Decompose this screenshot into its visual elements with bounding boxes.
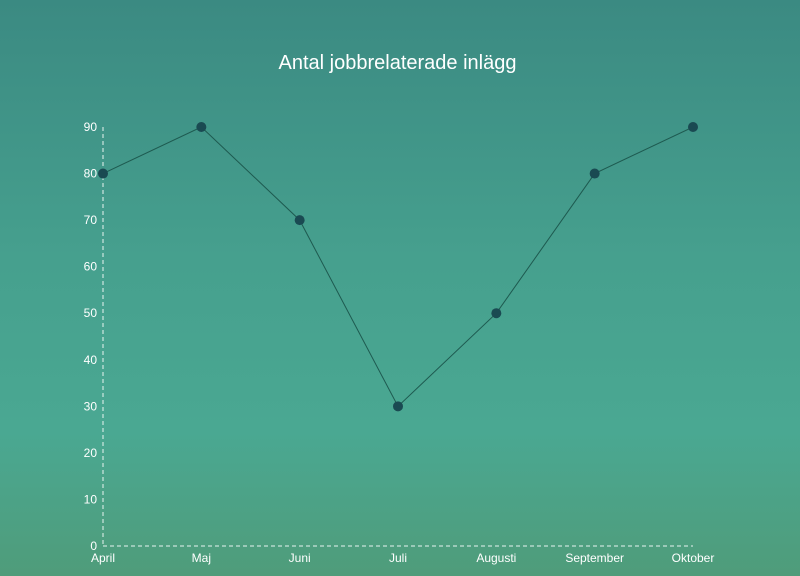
data-point bbox=[393, 401, 403, 411]
y-tick-label: 60 bbox=[84, 260, 98, 274]
data-point bbox=[590, 169, 600, 179]
y-tick-label: 90 bbox=[84, 120, 98, 134]
series-line bbox=[103, 127, 693, 406]
data-point bbox=[688, 122, 698, 132]
chart-axes bbox=[103, 127, 693, 546]
x-tick-label: April bbox=[91, 551, 115, 565]
x-tick-label: Juni bbox=[289, 551, 311, 565]
x-tick-label: Augusti bbox=[476, 551, 516, 565]
data-point bbox=[196, 122, 206, 132]
data-series bbox=[98, 122, 698, 411]
y-tick-label: 40 bbox=[84, 353, 98, 367]
x-tick-label: Maj bbox=[192, 551, 211, 565]
data-point bbox=[98, 169, 108, 179]
y-tick-label: 70 bbox=[84, 213, 98, 227]
y-tick-label: 50 bbox=[84, 306, 98, 320]
x-tick-label: September bbox=[565, 551, 624, 565]
y-tick-label: 30 bbox=[84, 399, 98, 413]
x-tick-label: Oktober bbox=[672, 551, 715, 565]
y-tick-label: 10 bbox=[84, 492, 98, 506]
y-tick-label: 20 bbox=[84, 446, 98, 460]
x-tick-label: Juli bbox=[389, 551, 407, 565]
x-axis-ticks: April Maj Juni Juli Augusti September Oktober bbox=[91, 551, 714, 565]
y-tick-label: 80 bbox=[84, 167, 98, 181]
data-point bbox=[295, 215, 305, 225]
data-point bbox=[491, 308, 501, 318]
